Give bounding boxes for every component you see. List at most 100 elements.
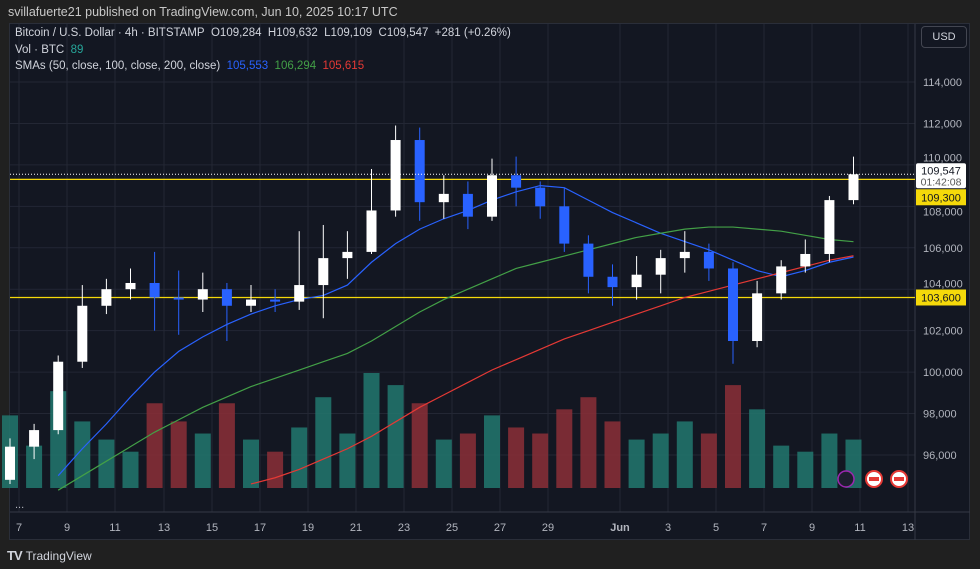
volume-bar [652, 433, 669, 488]
candle-body [318, 258, 329, 286]
sma-legend: SMAs (50, close, 100, close, 200, close)… [15, 60, 364, 72]
volume-bar [146, 403, 163, 488]
candle-body [149, 282, 160, 298]
candle-body [29, 430, 40, 447]
volume-bar [26, 445, 43, 488]
candle-body [342, 251, 353, 259]
y-tick-label: 108,000 [923, 206, 963, 218]
level-price-label: 103,600 [921, 292, 961, 304]
volume-bar [122, 451, 139, 488]
volume-bar [74, 421, 91, 488]
more-indicator[interactable]: ... [15, 499, 25, 511]
candle-body [824, 200, 835, 254]
candle-body [246, 299, 256, 306]
volume-bar [218, 403, 235, 488]
volume-bar [435, 439, 452, 488]
x-tick-label: 11 [109, 522, 120, 534]
y-tick-label: 112,000 [923, 118, 962, 130]
x-tick-label: 23 [398, 522, 410, 534]
volume-bar [604, 421, 621, 488]
symbol-title[interactable]: Bitcoin / U.S. Dollar · 4h · BITSTAMP [15, 27, 205, 39]
candle-body [125, 282, 136, 290]
level-price-tag [916, 189, 966, 206]
y-tick-label: 104,000 [923, 278, 963, 290]
sma-label[interactable]: SMAs (50, close, 100, close, 200, close) [15, 60, 221, 72]
x-tick-label: 3 [665, 522, 671, 534]
x-tick-label: 27 [494, 522, 506, 534]
x-tick-label: Jun [610, 522, 630, 534]
sma200-value: 105,615 [322, 60, 365, 72]
candle-body [583, 243, 594, 277]
candle-body [776, 266, 787, 294]
x-tick-label: 17 [254, 522, 266, 534]
candle-body [752, 293, 763, 341]
candle-body [77, 305, 88, 362]
volume-bar [387, 385, 404, 488]
currency-button[interactable]: USD [921, 26, 967, 48]
candle-body [535, 187, 546, 207]
volume-bar [459, 433, 476, 488]
volume-label[interactable]: Vol · BTC [15, 44, 65, 56]
change-value: +281 (+0.26%) [434, 27, 511, 39]
volume-bar [556, 409, 573, 488]
y-tick-label: 106,000 [923, 243, 963, 255]
candle-body [559, 206, 570, 244]
volume-bar [194, 433, 211, 488]
y-tick-label: 98,000 [923, 409, 957, 421]
us-flag-stripe [869, 477, 879, 481]
x-tick-label: 29 [542, 522, 554, 534]
last-price-tag [916, 163, 966, 189]
y-tick-label: 102,000 [923, 326, 963, 338]
low-value: L109,109 [324, 27, 373, 39]
countdown-label: 01:42:08 [921, 176, 962, 188]
candle-body [366, 210, 377, 252]
volume-bar [676, 421, 693, 488]
volume-bar [580, 397, 597, 488]
candle-body [800, 253, 811, 267]
level-price-tag [916, 289, 966, 306]
x-tick-label: 19 [302, 522, 314, 534]
volume-bar [98, 439, 115, 488]
candle-body [5, 446, 15, 480]
candle-body [679, 251, 690, 259]
x-tick-label: 9 [809, 522, 815, 534]
sma50-value: 105,553 [226, 60, 269, 72]
x-tick-label: 5 [713, 522, 719, 534]
candle-body [294, 285, 305, 302]
volume-bar [700, 433, 717, 488]
volume-bar [339, 433, 356, 488]
volume-bar [411, 403, 428, 488]
candle-body [655, 258, 666, 275]
sma200-line [250, 255, 854, 485]
volume-value: 89 [70, 44, 84, 56]
candle-body [703, 251, 714, 269]
volume-legend: Vol · BTC 89 [15, 44, 83, 56]
candle-body [438, 193, 449, 203]
y-tick-label: 114,000 [923, 77, 962, 89]
candle-body [101, 289, 112, 306]
candle-body [197, 289, 208, 300]
brand-name: TradingView [25, 548, 92, 563]
candle-body [848, 174, 859, 201]
candle-body [414, 140, 425, 203]
volume-bar [267, 451, 284, 488]
sma50-line [57, 184, 854, 477]
candle-body [728, 268, 738, 341]
volume-bar [508, 427, 525, 488]
x-tick-label: 25 [446, 522, 458, 534]
open-value: O109,284 [210, 27, 262, 39]
x-tick-label: 11 [854, 522, 865, 534]
candle-body [511, 175, 522, 188]
volume-bar [725, 385, 741, 488]
sma100-line [57, 226, 854, 491]
volume-bar [797, 451, 814, 488]
tradingview-logo: TV TradingView [7, 548, 92, 563]
x-tick-label: 7 [16, 522, 22, 534]
candle-body [607, 276, 618, 288]
y-tick-label: 96,000 [923, 450, 957, 462]
candle-body [270, 299, 281, 302]
close-value: C109,547 [378, 27, 429, 39]
x-tick-label: 13 [902, 522, 914, 534]
published-caption: svillafuerte21 published on TradingView.… [8, 5, 398, 19]
